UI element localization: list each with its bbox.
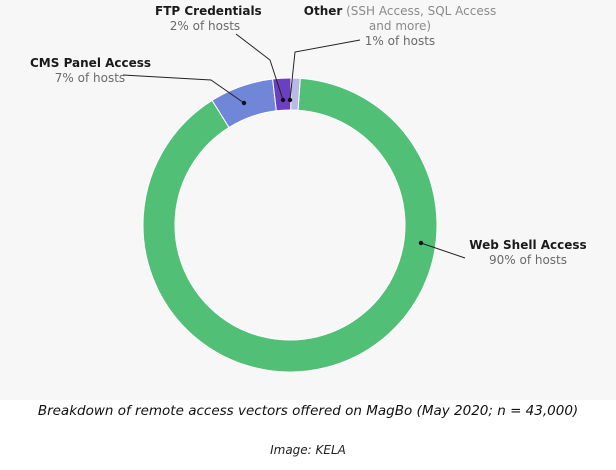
label-cms-value: 7% of hosts bbox=[54, 71, 126, 85]
label-web-shell: Web Shell Access 90% of hosts bbox=[468, 238, 588, 268]
slice-ftp bbox=[272, 77, 292, 112]
leader-other bbox=[289, 39, 361, 101]
leader-web-shell-dot bbox=[418, 240, 424, 246]
label-web-shell-value: 90% of hosts bbox=[488, 253, 568, 267]
leader-cms bbox=[122, 74, 245, 104]
label-other-extra-1: (SSH Access, SQL Access bbox=[346, 4, 497, 18]
leader-other-dot bbox=[287, 97, 293, 103]
slice-web-shell bbox=[142, 77, 438, 373]
chart-caption: Breakdown of remote access vectors offer… bbox=[37, 403, 579, 419]
donut-chart bbox=[122, 33, 466, 373]
label-cms: CMS Panel Access 7% of hosts bbox=[30, 56, 152, 86]
label-other: Other (SSH Access, SQL Access and more) … bbox=[300, 4, 500, 49]
label-cms-name: CMS Panel Access bbox=[30, 56, 152, 70]
leader-ftp-dot bbox=[280, 97, 286, 103]
label-ftp: FTP Credentials 2% of hosts bbox=[155, 4, 262, 34]
leader-cms-dot bbox=[241, 100, 247, 106]
slice-other bbox=[290, 77, 301, 111]
chart-panel: FTP Credentials 2% of hosts Other (SSH A… bbox=[30, 4, 588, 373]
label-ftp-name: FTP Credentials bbox=[155, 4, 262, 18]
label-web-shell-name: Web Shell Access bbox=[469, 238, 587, 252]
label-ftp-value: 2% of hosts bbox=[169, 19, 241, 33]
label-other-extra-2: and more) bbox=[368, 19, 432, 33]
label-other-value: 1% of hosts bbox=[364, 34, 436, 48]
image-credit: Image: KELA bbox=[270, 443, 346, 457]
label-other-name: Other bbox=[303, 4, 343, 18]
leader-web-shell bbox=[420, 242, 466, 259]
leader-ftp bbox=[235, 33, 284, 101]
